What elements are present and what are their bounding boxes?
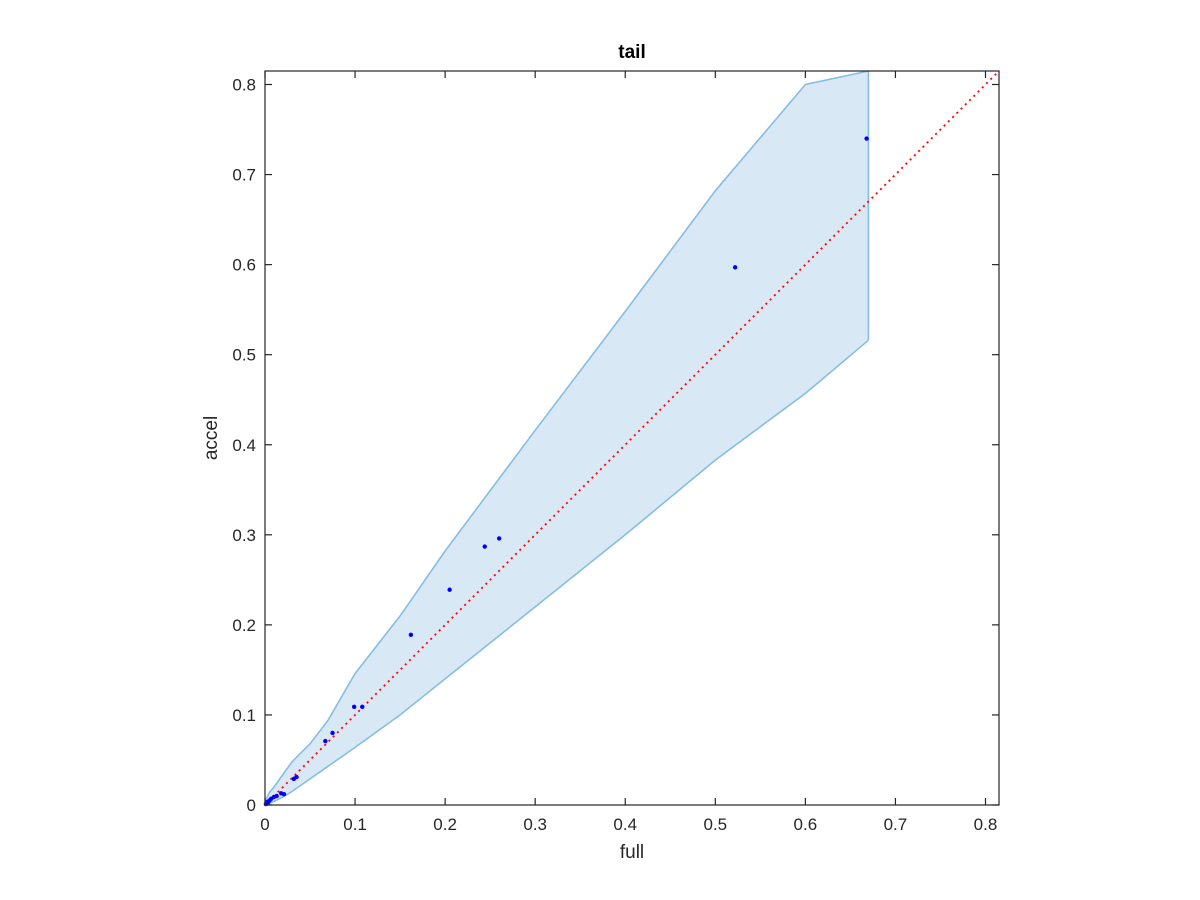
x-tick-label: 0.5 bbox=[703, 815, 727, 834]
x-tick-label: 0.2 bbox=[433, 815, 457, 834]
x-tick-label: 0.8 bbox=[974, 815, 998, 834]
y-tick-label: 0.8 bbox=[232, 76, 256, 95]
data-point bbox=[482, 544, 487, 549]
confidence-band-fill bbox=[265, 71, 869, 805]
x-tick-label: 0.1 bbox=[343, 815, 367, 834]
x-tick-label: 0.3 bbox=[523, 815, 547, 834]
axis-tick-labels: 0 0.1 0.2 0.3 0.4 0.5 0.6 0.7 0.8 0 0.1 0.2 0.3 0.4 0.… bbox=[232, 76, 997, 834]
y-tick-label: 0.5 bbox=[232, 346, 256, 365]
confidence-band-lower-edge bbox=[264, 339, 869, 806]
y-tick-label: 0.6 bbox=[232, 256, 256, 275]
axis-ticks bbox=[264, 71, 999, 806]
data-point bbox=[732, 265, 738, 270]
x-tick-label: 0.7 bbox=[884, 815, 908, 834]
data-point bbox=[330, 730, 335, 736]
data-point bbox=[323, 738, 328, 744]
x-tick-label: 0 bbox=[260, 815, 269, 834]
data-point bbox=[281, 791, 287, 797]
data-points bbox=[263, 136, 869, 807]
y-axis-label: accel bbox=[201, 416, 222, 460]
confidence-band-upper-edge bbox=[264, 70, 869, 806]
data-point bbox=[447, 587, 452, 592]
confidence-band bbox=[264, 70, 870, 806]
data-point bbox=[408, 632, 414, 637]
y-tick-label: 0.3 bbox=[232, 526, 256, 545]
data-point bbox=[294, 774, 299, 780]
y-tick-label: 0.4 bbox=[232, 436, 256, 455]
data-point bbox=[351, 704, 357, 710]
data-point bbox=[274, 793, 279, 799]
axes-box bbox=[264, 70, 1000, 806]
data-point bbox=[864, 136, 869, 141]
y-tick-label: 0.7 bbox=[232, 166, 256, 185]
data-point bbox=[496, 536, 502, 541]
data-point bbox=[360, 704, 365, 710]
y-tick-label: 0.2 bbox=[232, 616, 256, 635]
x-axis-label: full bbox=[620, 842, 644, 863]
y-tick-label: 0.1 bbox=[232, 706, 256, 725]
chart-title: tail bbox=[618, 42, 645, 63]
identity-reference-line bbox=[264, 70, 1000, 806]
x-tick-label: 0.4 bbox=[613, 815, 637, 834]
x-tick-label: 0.6 bbox=[794, 815, 818, 834]
y-tick-label: 0 bbox=[247, 796, 256, 815]
